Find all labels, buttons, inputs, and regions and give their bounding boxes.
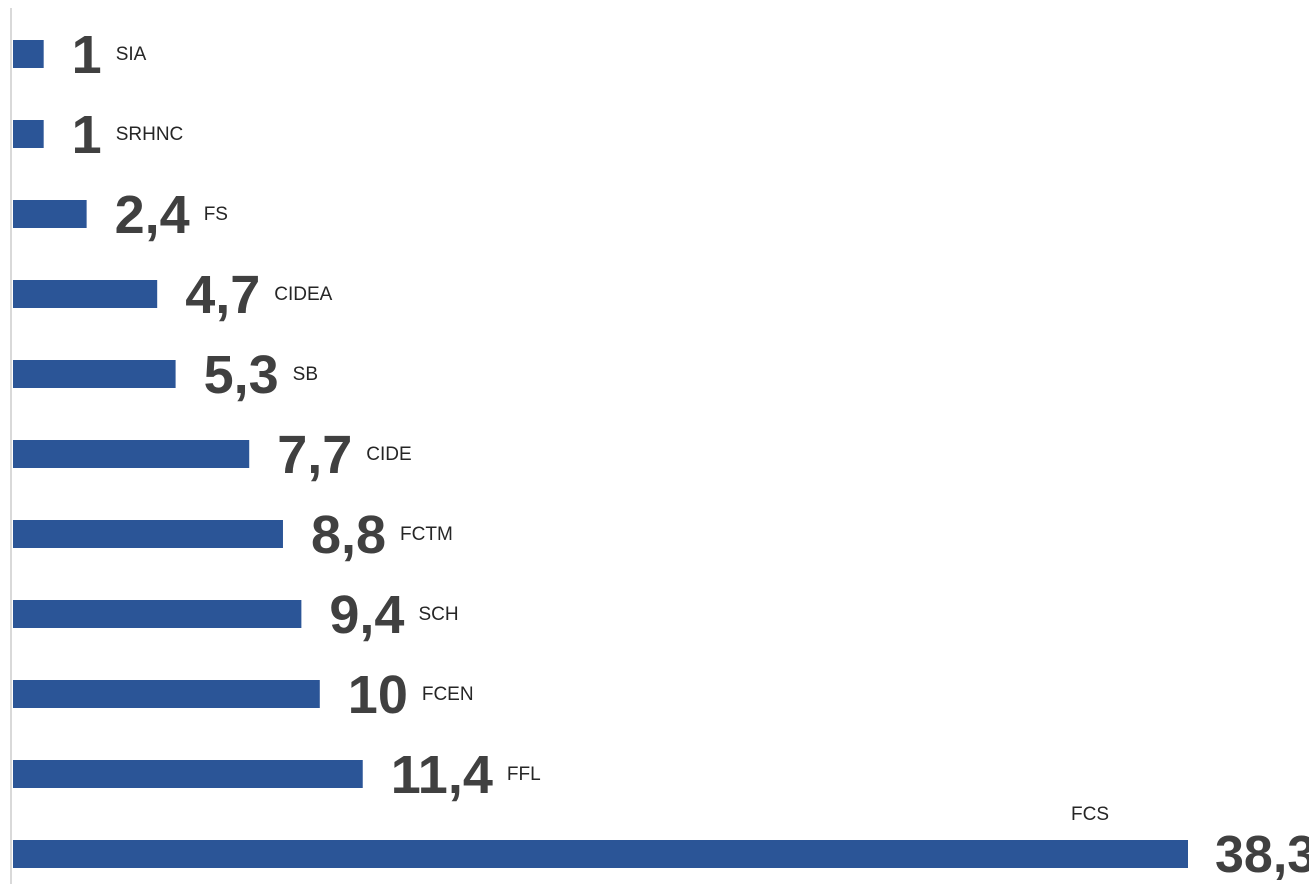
category-label: FCTM (400, 524, 453, 545)
bar-fctm (13, 520, 283, 548)
bar-cidea (13, 280, 158, 308)
value-label: 7,7 (277, 425, 352, 485)
category-label: FFL (507, 764, 541, 785)
value-label: 5,3 (204, 345, 279, 405)
labels-group: 1 SIA 1 SRHNC 2,4 FS 4,7 CIDEA 5,3 SB 7,7 CIDE 8,8 FC… (72, 25, 1309, 884)
value-label: 4,7 (185, 265, 260, 325)
bars-group (13, 40, 1188, 868)
value-label: 1 (72, 105, 102, 165)
bar-fcs (13, 840, 1188, 868)
category-label: SRHNC (116, 124, 184, 145)
bar-sia (13, 40, 44, 68)
category-label: FCEN (422, 684, 474, 705)
value-label: 11,4 (391, 745, 493, 805)
category-label: SIA (116, 44, 147, 65)
value-label: 8,8 (311, 505, 386, 565)
category-label: CIDE (366, 444, 411, 465)
bar-fcen (13, 680, 320, 708)
bar-cide (13, 440, 250, 468)
value-label: 10 (348, 665, 408, 725)
value-label: 2,4 (115, 185, 190, 245)
bar-fs (13, 200, 87, 228)
category-label: FCS (1071, 804, 1109, 825)
bar-srhnc (13, 120, 44, 148)
value-label: 1 (72, 25, 102, 85)
value-label: 38,3 (1215, 826, 1309, 884)
bar-ffl (13, 760, 363, 788)
category-label: FS (204, 204, 228, 225)
bar-sb (13, 360, 176, 388)
category-label: SCH (418, 604, 458, 625)
value-label: 9,4 (329, 585, 404, 645)
category-label: CIDEA (274, 284, 332, 305)
category-label: SB (293, 364, 318, 385)
bar-sch (13, 600, 302, 628)
